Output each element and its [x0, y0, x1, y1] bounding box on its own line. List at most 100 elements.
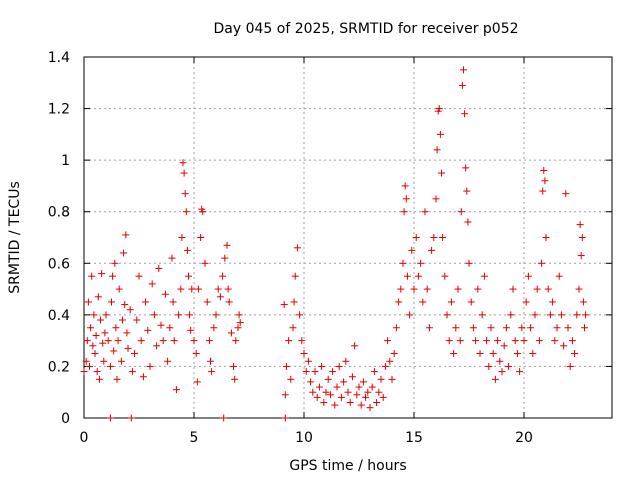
data-point: [370, 368, 378, 376]
data-point: [524, 272, 532, 280]
data-point: [230, 362, 238, 370]
data-point: [575, 285, 583, 293]
data-point: [531, 311, 539, 319]
data-point: [342, 357, 350, 365]
data-point: [417, 259, 425, 267]
data-point: [170, 337, 178, 345]
data-point: [281, 391, 289, 399]
data-point: [395, 298, 403, 306]
data-point: [115, 285, 123, 293]
data-point: [388, 375, 396, 383]
data-point: [137, 337, 145, 345]
data-point: [436, 130, 444, 138]
data-point: [89, 342, 97, 350]
data-point: [483, 337, 491, 345]
data-point: [458, 81, 466, 89]
y-tick-label: 0.6: [48, 256, 70, 272]
data-point: [168, 254, 176, 262]
data-point: [153, 342, 161, 350]
data-point: [113, 375, 121, 383]
axis-ticks: 0 5 10 15 20 0 0.2 0.4 0.6 0.8 1 1.2 1.4: [48, 50, 612, 446]
data-point: [223, 241, 231, 249]
data-point: [505, 362, 513, 370]
data-point: [142, 298, 150, 306]
data-point: [539, 187, 547, 195]
data-point: [573, 311, 581, 319]
data-point: [533, 285, 541, 293]
data-point: [397, 285, 405, 293]
data-point: [384, 337, 392, 345]
data-point: [124, 344, 132, 352]
x-tick-label: 20: [515, 430, 533, 446]
data-point: [410, 285, 418, 293]
data-point: [108, 298, 115, 306]
data-point: [110, 347, 118, 355]
data-point: [207, 357, 214, 365]
data-point: [480, 272, 488, 280]
data-point: [377, 375, 385, 383]
data-point: [320, 399, 328, 407]
data-point: [182, 208, 190, 216]
data-point: [302, 368, 310, 376]
plot-frame: [83, 56, 613, 419]
data-point: [128, 368, 136, 376]
data-point: [491, 375, 499, 383]
y-tick-label: 1: [61, 153, 70, 169]
data-point: [181, 190, 189, 198]
y-tick-label: 0.4: [48, 308, 70, 324]
data-point: [221, 254, 229, 262]
data-point: [462, 164, 470, 172]
data-point: [216, 293, 224, 301]
grid-lines: [84, 57, 612, 418]
data-point: [522, 298, 530, 306]
data-point: [560, 342, 568, 350]
data-point: [432, 195, 440, 203]
data-point: [94, 293, 102, 301]
data-point: [516, 368, 524, 376]
data-point: [287, 375, 295, 383]
data-point: [285, 337, 293, 345]
data-point: [447, 298, 455, 306]
y-tick-label: 0.8: [48, 205, 70, 221]
data-point: [333, 383, 341, 391]
data-point: [576, 221, 584, 229]
data-point: [520, 337, 528, 345]
x-tick-label: 15: [405, 430, 423, 446]
data-point: [99, 339, 107, 347]
data-point: [236, 319, 244, 327]
data-point: [161, 290, 169, 298]
data-point: [212, 311, 220, 319]
data-point: [450, 350, 458, 358]
data-point: [291, 272, 299, 280]
data-point: [185, 272, 192, 280]
data-point: [131, 350, 139, 358]
data-point: [199, 208, 207, 216]
data-point: [313, 393, 321, 401]
data-point: [476, 350, 484, 358]
data-point: [159, 337, 167, 345]
data-point: [463, 187, 471, 195]
y-tick-label: 0.2: [48, 359, 70, 375]
data-point: [106, 362, 114, 370]
data-point: [469, 324, 477, 332]
data-point: [542, 234, 550, 241]
data-point: [513, 350, 521, 358]
data-point: [87, 324, 95, 332]
data-point: [179, 159, 187, 167]
data-point: [109, 272, 117, 280]
data-point: [104, 337, 112, 345]
data-point: [210, 324, 218, 332]
data-point: [289, 324, 297, 332]
data-point: [564, 324, 572, 332]
data-point: [88, 272, 96, 280]
data-point: [331, 401, 339, 409]
data-point: [315, 383, 323, 391]
data-point: [464, 218, 472, 226]
data-point: [98, 270, 106, 278]
data-point: [487, 324, 495, 332]
data-point: [541, 177, 549, 185]
data-point: [172, 386, 180, 394]
data-point: [219, 272, 227, 280]
data-point: [119, 316, 126, 324]
data-point: [460, 66, 467, 74]
